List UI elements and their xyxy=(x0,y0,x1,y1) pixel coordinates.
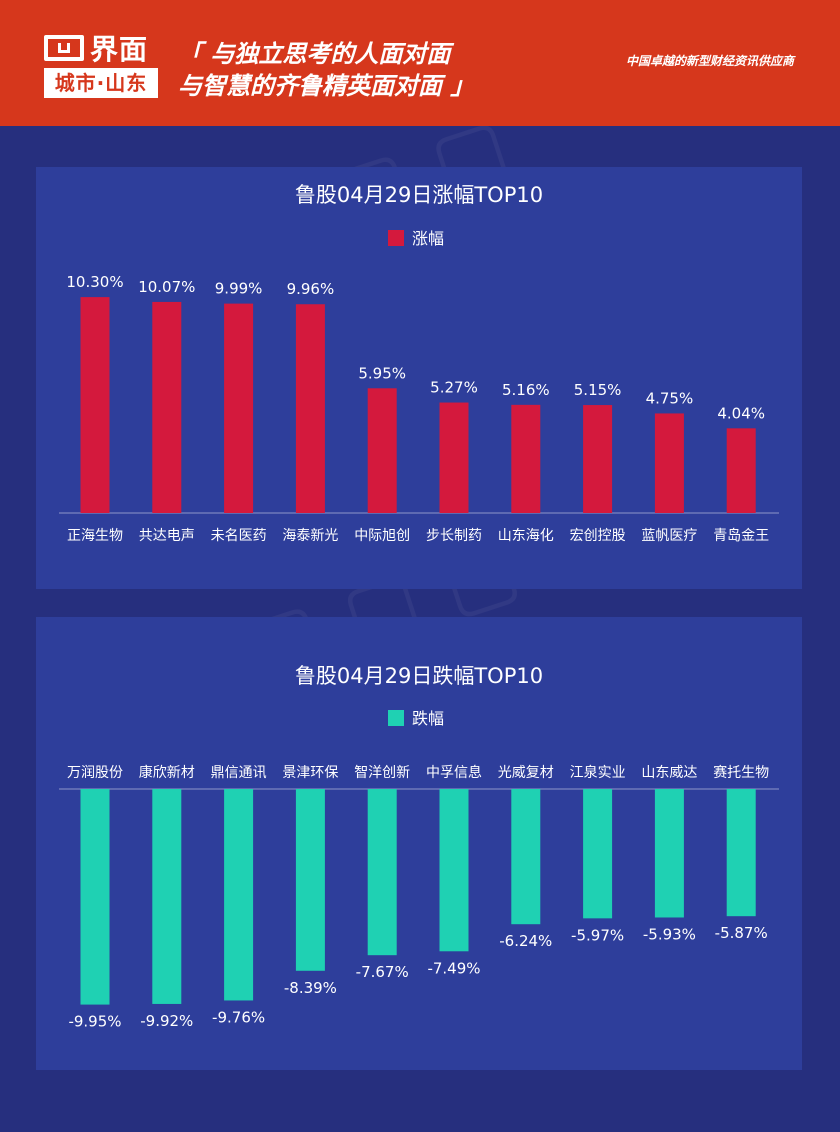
data-label: -5.97% xyxy=(571,926,624,944)
slogan-line-2: 与智慧的齐鲁精英面对面 」 xyxy=(178,72,475,100)
category-label: 宏创控股 xyxy=(570,528,626,544)
bar xyxy=(152,789,182,1004)
header-banner: 界面 城市·山东 「 与独立思考的人面对面 与智慧的齐鲁精英面对面 」 中国卓越… xyxy=(0,0,840,126)
category-label: 万润股份 xyxy=(67,765,123,781)
data-label: -8.39% xyxy=(284,979,337,997)
bar xyxy=(439,402,469,513)
data-label: -7.67% xyxy=(356,963,409,981)
category-label: 青岛金王 xyxy=(713,528,769,544)
bar xyxy=(152,301,182,513)
fall-chart-panel: 鲁股04月29日跌幅TOP10 跌幅万润股份 -9.95% 康欣新材 -9.92% 鼎信通… xyxy=(36,617,802,1070)
category-label: 蓝帆医疗 xyxy=(641,528,697,544)
bar xyxy=(367,789,397,956)
chart-title: 鲁股04月29日跌幅TOP10 xyxy=(295,664,543,688)
category-label: 山东威达 xyxy=(641,765,697,781)
bar xyxy=(80,789,110,1005)
category-label: 江泉实业 xyxy=(570,764,626,781)
bar xyxy=(511,789,541,925)
category-label: 光威复材 xyxy=(498,764,554,781)
logo-mark-icon xyxy=(44,35,84,61)
data-label: -5.93% xyxy=(643,925,696,943)
legend-label: 涨幅 xyxy=(412,229,444,248)
data-label: -6.24% xyxy=(499,932,552,950)
data-label: -9.92% xyxy=(140,1012,193,1030)
category-label: 海泰新光 xyxy=(282,528,338,544)
bar xyxy=(654,413,684,513)
data-label: 5.15% xyxy=(574,381,622,399)
data-label: 5.95% xyxy=(358,364,406,382)
category-label: 共达电声 xyxy=(139,528,195,544)
bar xyxy=(80,297,110,513)
category-label: 步长制药 xyxy=(426,528,482,544)
category-label: 康欣新材 xyxy=(139,764,195,781)
rise-chart-panel: 鲁股04月29日涨幅TOP10 涨幅正海生物 10.30% 共达电声 10.07% 未名医… xyxy=(36,167,802,589)
data-label: -7.49% xyxy=(427,959,480,977)
bar xyxy=(654,789,684,918)
data-label: 10.30% xyxy=(66,273,123,291)
tagline: 中国卓越的新型财经资讯供应商 xyxy=(625,54,794,68)
bar xyxy=(295,304,325,513)
data-label: 4.75% xyxy=(646,389,694,407)
bar xyxy=(726,428,756,513)
bar xyxy=(224,789,254,1001)
data-label: 10.07% xyxy=(138,278,195,296)
data-label: -9.76% xyxy=(212,1008,265,1026)
category-label: 未名医药 xyxy=(211,528,267,544)
logo-title: 界面 xyxy=(90,33,149,66)
data-label: 5.27% xyxy=(430,379,478,397)
bar xyxy=(439,789,469,952)
bar xyxy=(367,388,397,513)
data-label: 4.04% xyxy=(717,404,765,422)
data-label: 9.96% xyxy=(287,280,335,298)
data-label: 9.99% xyxy=(215,280,263,298)
bar xyxy=(583,789,613,919)
category-label: 赛托生物 xyxy=(713,765,769,781)
data-label: -5.87% xyxy=(715,924,768,942)
bar xyxy=(583,405,613,513)
data-label: 5.16% xyxy=(502,381,550,399)
bar xyxy=(511,404,541,513)
category-label: 智洋创新 xyxy=(354,765,410,781)
bar xyxy=(295,789,325,971)
category-label: 鼎信通讯 xyxy=(211,765,267,781)
slogan-line-1: 「 与独立思考的人面对面 xyxy=(178,40,451,68)
category-label: 中孚信息 xyxy=(426,764,482,781)
bar xyxy=(224,303,254,513)
category-label: 山东海化 xyxy=(498,528,554,544)
legend-swatch xyxy=(388,710,404,726)
bar xyxy=(726,789,756,917)
brand-logo: 界面 xyxy=(44,30,148,66)
category-label: 正海生物 xyxy=(67,528,123,544)
legend-swatch xyxy=(388,230,404,246)
legend-label: 跌幅 xyxy=(412,709,444,728)
data-label: -9.95% xyxy=(68,1013,121,1031)
category-label: 景津环保 xyxy=(282,765,338,781)
logo-subtitle: 城市·山东 xyxy=(44,68,158,98)
category-label: 中际旭创 xyxy=(354,528,410,544)
chart-title: 鲁股04月29日涨幅TOP10 xyxy=(295,183,543,207)
